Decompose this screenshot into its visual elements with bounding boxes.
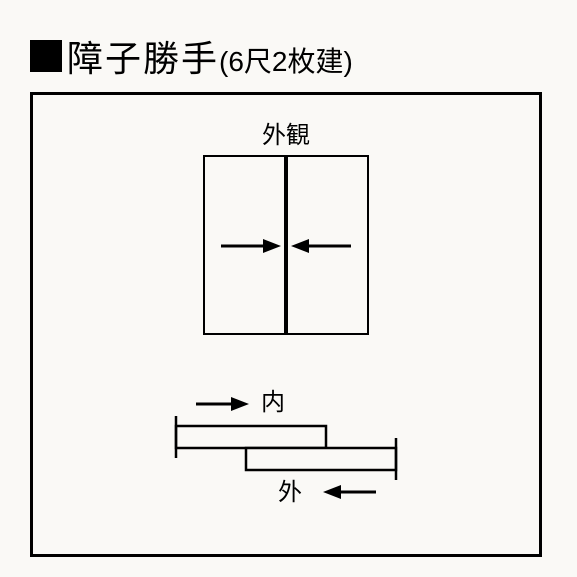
outer-label: 外 [278,472,302,507]
sub-title: (6尺2枚建) [219,40,353,80]
plan-view: 内 外 [156,384,416,514]
inner-label: 内 [261,382,285,417]
front-view-label: 外観 [262,115,310,150]
diagram-frame: 外観 [30,92,542,557]
arrow-right-to-center [221,237,281,255]
main-title: 障子勝手 [67,30,219,82]
front-view [203,155,369,335]
arrow-left-to-center [291,237,351,255]
square-bullet [30,40,62,72]
title-row: 障子勝手 (6尺2枚建) [30,30,547,82]
